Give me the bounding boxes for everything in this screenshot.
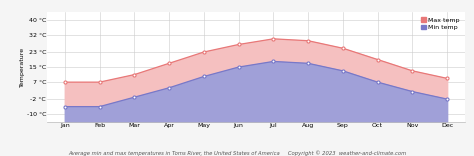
Y-axis label: Temperature: Temperature: [20, 47, 25, 87]
Legend: Max temp, Min temp: Max temp, Min temp: [419, 16, 461, 32]
Text: Average min and max temperatures in Toms River, the United States of America    : Average min and max temperatures in Toms…: [68, 150, 406, 156]
